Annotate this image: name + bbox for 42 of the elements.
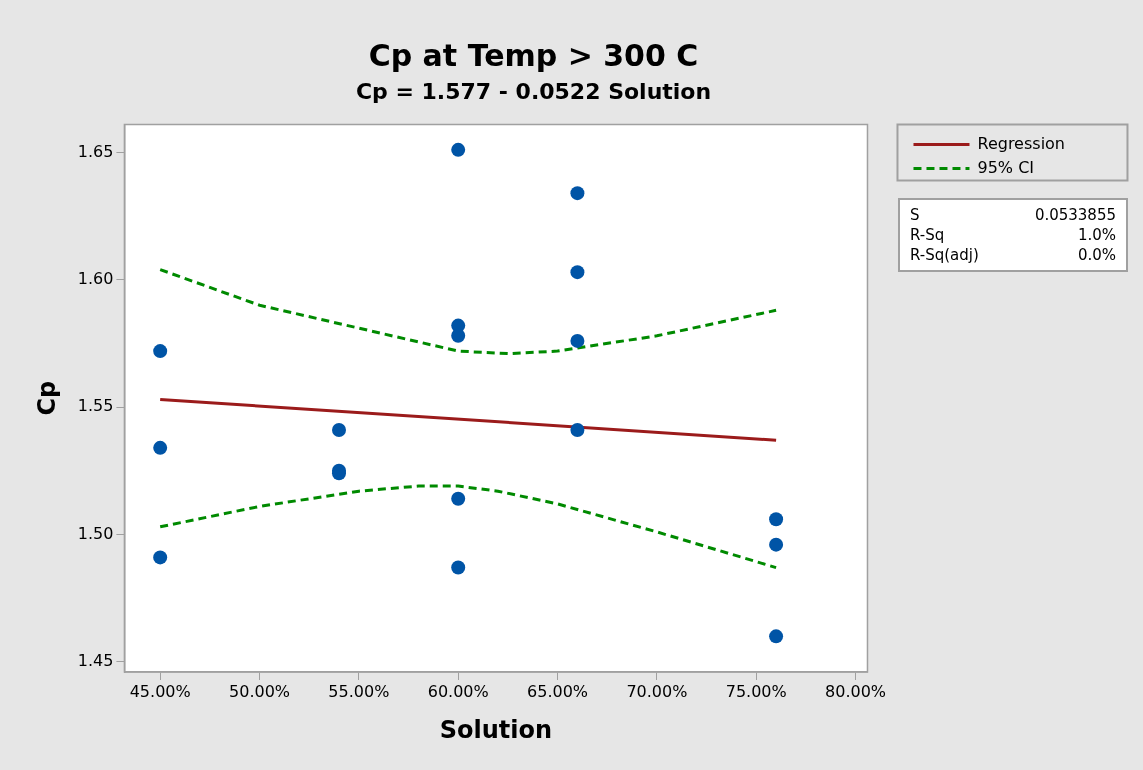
x-tick-label: 45.00% (129, 681, 191, 701)
x-axis-title: Solution (439, 715, 553, 744)
point (451, 491, 466, 506)
chart-subtitle: Cp = 1.577 - 0.0522 Solution (355, 78, 712, 104)
y-axis-title: Cp (32, 380, 61, 416)
y-tick-label: 1.50 (77, 523, 114, 543)
legend-label: 95% CI (977, 157, 1035, 177)
point (769, 537, 784, 552)
point (769, 512, 784, 527)
point (153, 344, 168, 359)
x-tick-label: 80.00% (825, 681, 887, 701)
legend-label: Regression (977, 133, 1065, 153)
point (153, 440, 168, 455)
x-tick-label: 70.00% (626, 681, 688, 701)
point (570, 265, 585, 280)
line-series (158, 484, 778, 570)
point (451, 142, 466, 157)
text: 1.0% (1076, 226, 1116, 244)
y-tick-label: 1.45 (77, 650, 114, 670)
point (451, 328, 466, 343)
y-tick-label: 1.65 (77, 141, 114, 161)
x-tick-label: 55.00% (328, 681, 390, 701)
point (570, 423, 585, 438)
x-tick-label: 50.00% (229, 681, 291, 701)
x-tick-label: 60.00% (427, 681, 489, 701)
text: 0.0533855 (1034, 206, 1116, 224)
text: R-Sq (910, 226, 946, 244)
point (153, 550, 168, 565)
point (769, 629, 784, 644)
y-tick-label: 1.60 (77, 268, 114, 288)
text: 0.0% (1076, 246, 1116, 264)
point (570, 333, 585, 348)
text: S (910, 206, 921, 224)
point (332, 423, 346, 438)
point (451, 560, 466, 575)
chart-title: Cp at Temp > 300 C (368, 37, 699, 73)
y-tick-label: 1.55 (77, 396, 114, 416)
x-tick-label: 65.00% (527, 681, 589, 701)
x-tick-label: 75.00% (725, 681, 787, 701)
text: R-Sq(adj) (910, 246, 980, 264)
point (570, 186, 585, 201)
line-series (158, 268, 778, 356)
